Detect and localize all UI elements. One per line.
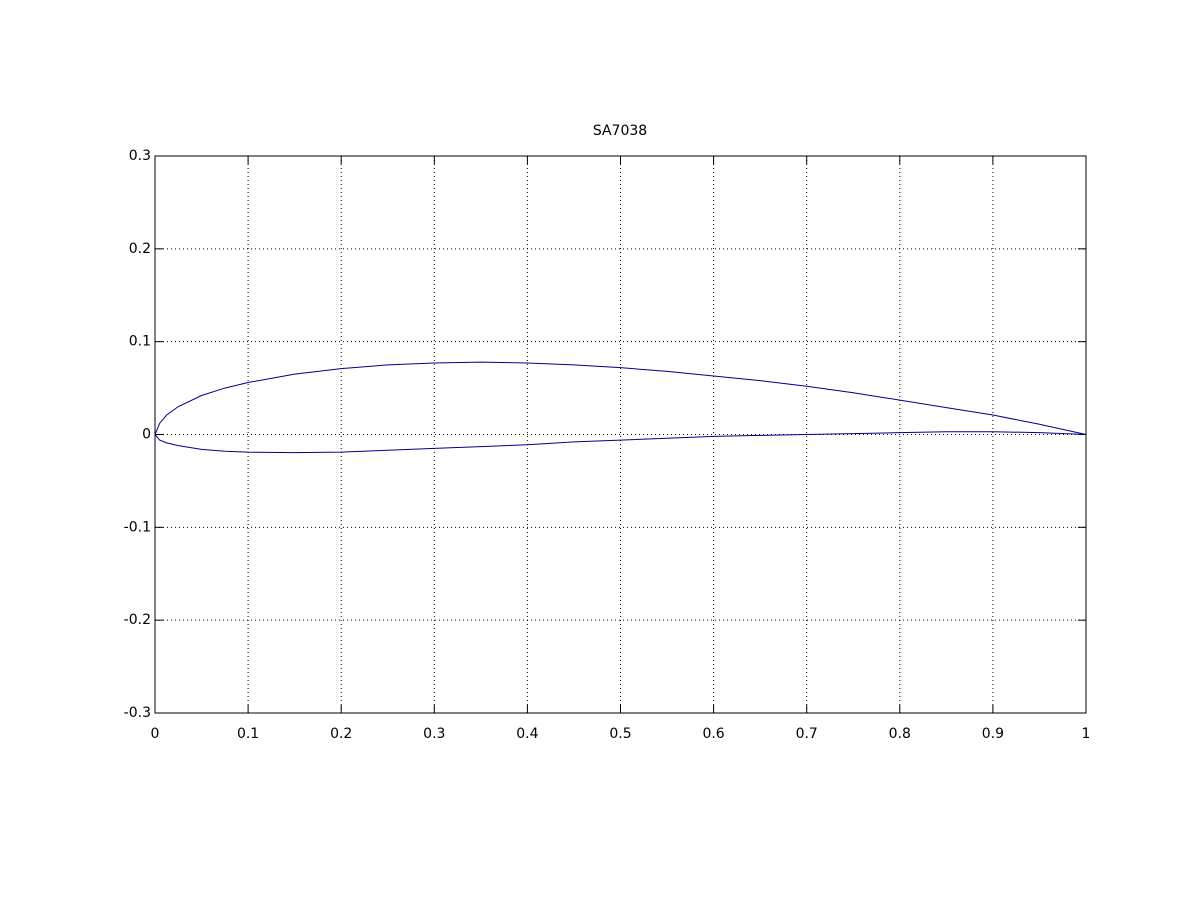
x-tick-label: 0.2 <box>330 726 352 742</box>
x-tick-label: 0.9 <box>982 726 1004 742</box>
x-tick-label: 0.3 <box>423 726 445 742</box>
airfoil-line <box>154 361 1087 454</box>
x-tick-label: 0 <box>151 726 160 742</box>
x-tick-label: 0.7 <box>796 726 818 742</box>
y-tick-label: 0 <box>142 427 151 443</box>
y-tick-label: 0.1 <box>129 334 151 350</box>
x-tick-label: 0.4 <box>516 726 538 742</box>
y-tick-label: -0.1 <box>124 519 151 535</box>
y-tick-label: 0.3 <box>129 148 151 164</box>
y-tick-label: -0.2 <box>124 612 151 628</box>
x-tick-label: 0.1 <box>237 726 259 742</box>
x-tick-label: 1 <box>1082 726 1091 742</box>
x-tick-label: 0.6 <box>702 726 724 742</box>
x-tick-label: 0.5 <box>609 726 631 742</box>
y-tick-label: 0.2 <box>129 241 151 257</box>
y-tick-label: -0.3 <box>124 705 151 721</box>
chart-title: SA7038 <box>593 123 647 139</box>
x-tick-label: 0.8 <box>889 726 911 742</box>
